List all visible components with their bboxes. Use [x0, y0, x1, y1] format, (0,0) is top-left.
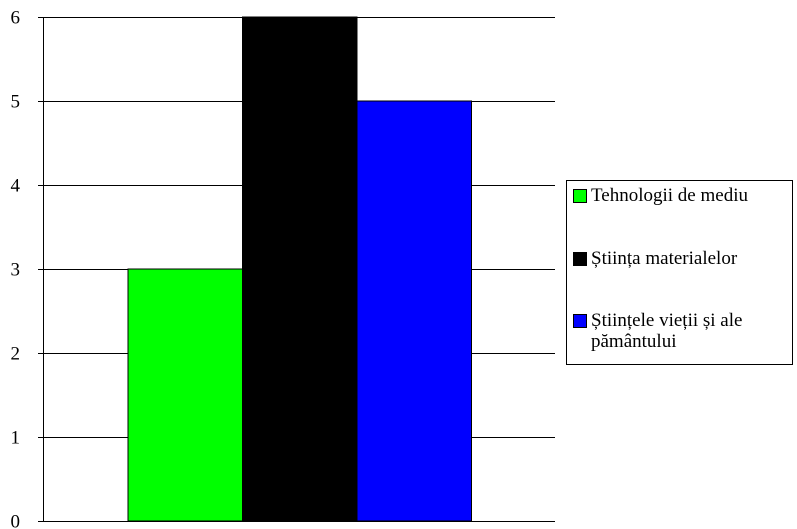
- legend-label: Științele vieții și ale pământului: [591, 310, 743, 352]
- legend-swatch-green: [573, 189, 587, 203]
- y-tick-label: 5: [11, 92, 21, 113]
- axes: [43, 17, 555, 522]
- legend: Tehnologii de mediu Știința materialelor…: [566, 180, 793, 365]
- y-tick-label: 3: [11, 260, 21, 281]
- y-tick-label: 4: [11, 176, 21, 197]
- bars: [127, 16, 472, 522]
- y-axis-ticks: 0 1 2 3 4 5 6: [11, 8, 43, 529]
- legend-item-stiintele-vietii: Științele vieții și ale pământului: [573, 310, 786, 352]
- y-tick-label: 6: [11, 8, 21, 29]
- y-tick-label: 2: [11, 344, 21, 365]
- y-tick-label: 0: [11, 512, 21, 529]
- legend-item-stiinta-materialelor: Știința materialelor: [573, 248, 786, 269]
- legend-label: Tehnologii de mediu: [591, 185, 748, 206]
- legend-item-tehnologii-de-mediu: Tehnologii de mediu: [573, 185, 786, 206]
- bar: [127, 268, 243, 522]
- legend-swatch-black: [573, 252, 587, 266]
- legend-swatch-blue: [573, 314, 587, 328]
- bar: [356, 100, 472, 522]
- bar: [242, 16, 358, 522]
- legend-label: Știința materialelor: [591, 248, 738, 269]
- y-tick-label: 1: [11, 428, 21, 449]
